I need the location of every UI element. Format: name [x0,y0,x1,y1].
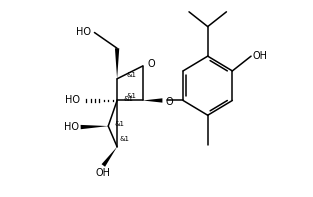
Polygon shape [143,98,162,103]
Text: OH: OH [253,51,268,61]
Text: &1: &1 [124,97,134,102]
Polygon shape [80,125,108,129]
Text: O: O [166,98,174,107]
Polygon shape [115,48,119,79]
Text: &1: &1 [120,136,130,142]
Polygon shape [101,147,117,167]
Text: HO: HO [64,122,79,132]
Text: O: O [147,59,155,69]
Text: HO: HO [65,96,80,105]
Text: HO: HO [76,27,91,36]
Text: &1: &1 [127,72,137,78]
Text: &1: &1 [127,93,137,98]
Text: OH: OH [96,168,111,178]
Text: &1: &1 [114,121,124,127]
